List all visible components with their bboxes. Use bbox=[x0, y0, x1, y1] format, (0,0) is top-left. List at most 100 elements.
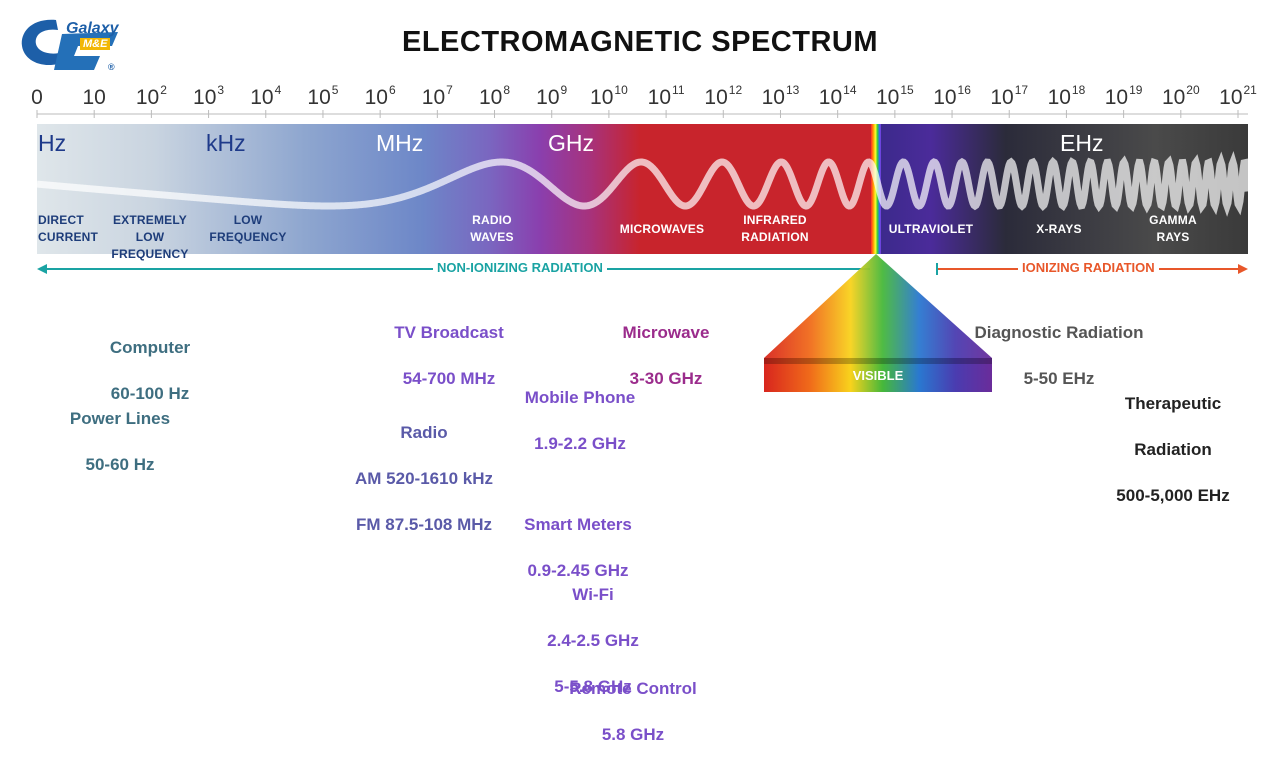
unit-hz: Hz bbox=[38, 130, 67, 156]
app-wifi: Wi-Fi 2.4-2.5 GHz 5-5.8 GHz bbox=[538, 560, 648, 721]
axis-tick-base: 10 bbox=[933, 86, 957, 109]
axis-tick-base: 10 bbox=[875, 86, 900, 109]
axis-tick-exponent: 16 bbox=[957, 83, 971, 97]
unit-khz: kHz bbox=[206, 130, 246, 156]
app-radio-name: Radio bbox=[400, 423, 448, 442]
app-radio-range-am: AM 520-1610 kHz bbox=[355, 469, 493, 488]
app-microwave-name: Microwave bbox=[622, 323, 710, 342]
visible-prism bbox=[764, 254, 992, 392]
app-power-lines-name: Power Lines bbox=[69, 409, 171, 428]
app-radio: Radio AM 520-1610 kHz FM 87.5-108 MHz bbox=[334, 398, 514, 559]
axis-tick-label: 107 bbox=[421, 83, 453, 110]
axis-tick-base: 0 bbox=[31, 86, 43, 109]
wave-line bbox=[37, 150, 1248, 217]
app-remote-control-name: Remote Control bbox=[569, 679, 697, 698]
app-mobile-phone-name: Mobile Phone bbox=[524, 388, 636, 407]
region-xrays: X-RAYS bbox=[1036, 222, 1082, 236]
unit-ghz: GHz bbox=[548, 130, 594, 156]
axis-tick-label: 104 bbox=[250, 83, 282, 110]
axis-tick-label: 1021 bbox=[1219, 83, 1257, 110]
prism-base bbox=[764, 358, 992, 392]
axis-tick-exponent: 2 bbox=[160, 83, 167, 97]
axis-tick-base: 10 bbox=[590, 86, 614, 109]
axis-tick-label: 1020 bbox=[1161, 83, 1200, 110]
axis-tick-label: 103 bbox=[193, 83, 225, 110]
app-power-lines: Power Lines 50-60 Hz bbox=[50, 384, 190, 499]
region-radio-waves: RADIO WAVES bbox=[470, 213, 514, 244]
non-ionizing-arrowhead-icon bbox=[37, 264, 47, 274]
page-title: ELECTROMAGNETIC SPECTRUM bbox=[402, 26, 878, 58]
logo-text-galaxy: Galaxy bbox=[66, 20, 119, 37]
axis-tick-exponent: 6 bbox=[388, 83, 396, 97]
app-wifi-range-1: 2.4-2.5 GHz bbox=[547, 631, 639, 650]
axis-tick-base: 10 bbox=[536, 86, 560, 109]
axis-tick-label: 108 bbox=[478, 83, 511, 110]
axis-tick-exponent: 11 bbox=[672, 83, 685, 97]
axis-tick-label: 1012 bbox=[704, 83, 742, 110]
ionizing-label: IONIZING RADIATION bbox=[1018, 260, 1159, 275]
axis-tick-base: 10 bbox=[1104, 86, 1129, 109]
region-direct-current: DIRECT CURRENT bbox=[38, 213, 99, 244]
app-tv-broadcast-name: TV Broadcast bbox=[394, 323, 504, 342]
axis-tick-label: 1018 bbox=[1048, 83, 1086, 110]
app-mobile-phone-range: 1.9-2.2 GHz bbox=[534, 434, 626, 453]
app-computer-range: 60-100 Hz bbox=[110, 384, 190, 403]
logo-text-me: M&E bbox=[80, 38, 111, 50]
axis-tick-label: 0 bbox=[31, 86, 43, 110]
app-therapeutic-radiation: Therapeutic Radiation 500-5,000 EHz bbox=[1092, 369, 1254, 530]
axis-tick-base: 10 bbox=[1161, 86, 1186, 109]
region-ultraviolet: ULTRAVIOLET bbox=[888, 222, 974, 236]
app-diagnostic-range: 5-50 EHz bbox=[1023, 369, 1095, 388]
app-power-lines-range: 50-60 Hz bbox=[85, 455, 155, 474]
region-low-frequency: LOW FREQUENCY bbox=[209, 213, 287, 244]
app-microwave: Microwave 3-30 GHz bbox=[596, 298, 736, 413]
galaxy-me-logo: Galaxy M&E ® bbox=[18, 12, 128, 76]
app-computer-name: Computer bbox=[109, 338, 191, 357]
axis-tick-exponent: 8 bbox=[503, 83, 511, 97]
axis-tick-label: 1011 bbox=[647, 83, 685, 110]
axis-tick-base: 10 bbox=[135, 86, 160, 109]
axis-tick-base: 10 bbox=[307, 86, 331, 109]
axis-tick-exponent: 3 bbox=[217, 83, 225, 97]
app-remote-control: Remote Control 5.8 GHz bbox=[548, 654, 718, 769]
axis-tick-exponent: 13 bbox=[785, 83, 800, 97]
axis-tick-marks bbox=[36, 110, 1239, 118]
app-tv-broadcast: TV Broadcast 54-700 MHz bbox=[370, 298, 528, 413]
axis-tick-exponent: 17 bbox=[1014, 83, 1029, 97]
axis-tick-base: 10 bbox=[647, 86, 672, 109]
axis-tick-base: 10 bbox=[364, 86, 388, 109]
axis-tick-label: 1017 bbox=[990, 83, 1029, 110]
app-computer: Computer 60-100 Hz bbox=[90, 313, 210, 428]
axis-tick-base: 10 bbox=[761, 86, 785, 109]
axis-tick-base: 10 bbox=[818, 86, 843, 109]
app-remote-control-range: 5.8 GHz bbox=[601, 725, 665, 744]
axis-tick-label: 105 bbox=[307, 83, 339, 110]
app-diagnostic-radiation: Diagnostic Radiation 5-50 EHz bbox=[950, 298, 1168, 413]
axis-tick-exponent: 10 bbox=[614, 83, 628, 97]
axis-tick-exponent: 18 bbox=[1071, 83, 1086, 97]
region-microwaves: MICROWAVES bbox=[619, 222, 705, 236]
app-tv-broadcast-range: 54-700 MHz bbox=[402, 369, 496, 388]
axis-tick-label: 1013 bbox=[761, 83, 800, 110]
axis-tick-exponent: 4 bbox=[274, 83, 282, 97]
app-therapeutic-range: 500-5,000 EHz bbox=[1116, 486, 1230, 505]
ionizing-arrowhead-icon bbox=[1238, 264, 1248, 274]
axis-tick-exponent: 7 bbox=[446, 83, 453, 97]
axis-tick-exponent: 21 bbox=[1243, 83, 1257, 97]
region-gamma-rays: GAMMA RAYS bbox=[1149, 213, 1197, 244]
region-infrared: INFRARED RADIATION bbox=[741, 213, 809, 244]
axis-tick-label: 1016 bbox=[933, 83, 971, 110]
app-wifi-range-2: 5-5.8 GHz bbox=[554, 677, 632, 696]
region-extremely-low: EXTREMELY LOW FREQUENCY bbox=[111, 213, 189, 261]
axis-tick-base: 10 bbox=[990, 86, 1014, 109]
axis-tick-exponent: 5 bbox=[331, 83, 339, 97]
non-ionizing-band bbox=[37, 124, 875, 254]
axis-tick-base: 10 bbox=[421, 86, 446, 109]
prism-fan bbox=[764, 254, 992, 358]
axis-tick-exponent: 14 bbox=[843, 83, 857, 97]
app-wifi-name: Wi-Fi bbox=[572, 585, 614, 604]
axis-tick-label: 1015 bbox=[875, 83, 914, 110]
app-smart-meters-range: 0.9-2.45 GHz bbox=[527, 561, 629, 580]
axis-tick-base: 10 bbox=[478, 86, 503, 109]
app-mobile-phone: Mobile Phone 1.9-2.2 GHz bbox=[500, 363, 660, 478]
